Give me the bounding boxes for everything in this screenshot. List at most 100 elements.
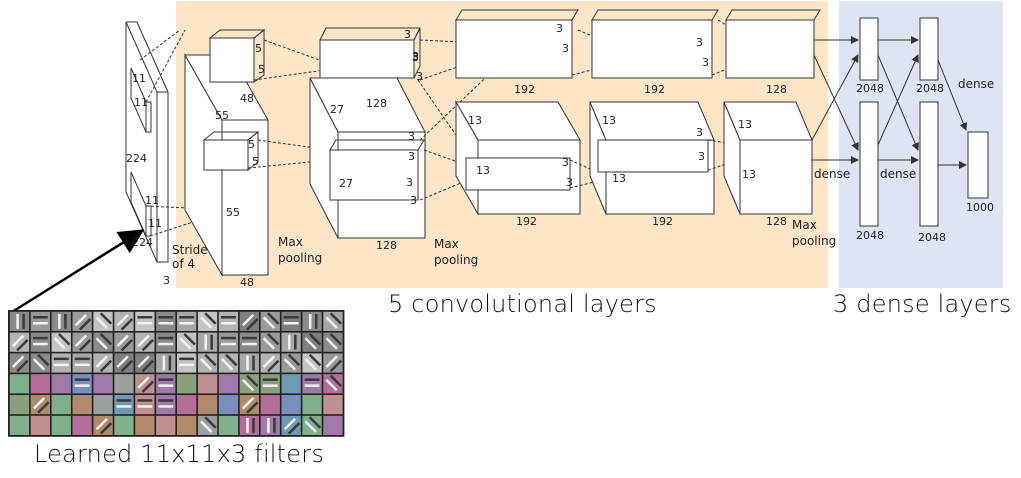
- d1-2048a: 2048: [856, 82, 884, 95]
- filter-tile: [239, 395, 259, 415]
- stride-label: Stride: [172, 243, 208, 257]
- c2-3h: 3: [410, 194, 417, 207]
- dense-layer-1: [859, 17, 879, 227]
- conv4-volume: [589, 9, 719, 215]
- filter-tile: [323, 353, 343, 373]
- filter-tile: [114, 311, 134, 331]
- maxpool2-line1: Max: [434, 237, 459, 251]
- input-image-volume: [125, 21, 169, 263]
- filter-tile: [9, 395, 30, 415]
- filter-tile: [302, 311, 322, 331]
- filter-tile: [239, 332, 259, 352]
- d2-2048a: 2048: [916, 82, 944, 95]
- filter-tile: [135, 311, 155, 331]
- filter-tile: [72, 353, 92, 373]
- dense-label-b: dense: [880, 167, 916, 181]
- filter-tile: [260, 415, 280, 435]
- filter-tile: [93, 374, 113, 394]
- filter-tile: [156, 311, 176, 331]
- filter-tile: [218, 311, 239, 331]
- filter-tile: [260, 332, 280, 352]
- c1-5c: 5: [248, 138, 255, 151]
- c1-48b: 48: [240, 276, 254, 289]
- filter-tile: [51, 395, 71, 415]
- filter-tile: [30, 374, 50, 394]
- filter-tile: [260, 395, 280, 415]
- dense-label-c: dense: [958, 77, 994, 91]
- filter-tile: [302, 353, 322, 373]
- filter-tile: [323, 415, 343, 435]
- filter-tile: [72, 415, 92, 435]
- c4-13a: 13: [602, 114, 616, 127]
- filter-tile: [197, 353, 218, 373]
- stride-label-2: of 4: [172, 257, 195, 271]
- label-11a: 11: [132, 72, 146, 85]
- maxpool1-line1: Max: [278, 235, 303, 249]
- label-11b: 11: [134, 96, 148, 109]
- conv2-volume: [309, 27, 426, 239]
- c3-3d: 3: [566, 176, 573, 189]
- filter-tile: [30, 311, 50, 331]
- filter-tile: [135, 353, 155, 373]
- filter-tile: [156, 332, 176, 352]
- filter-tile: [30, 332, 50, 352]
- filter-tile: [114, 374, 134, 394]
- filter-tile: [302, 415, 322, 435]
- c4-3a: 3: [696, 36, 703, 49]
- filter-tile: [302, 374, 322, 394]
- filter-tile: [30, 353, 50, 373]
- c3-3c: 3: [562, 156, 569, 169]
- c2-3b: 3: [412, 50, 419, 63]
- filters-to-input-arrow: [11, 229, 145, 314]
- filter-tile: [260, 311, 280, 331]
- filter-tile: [281, 353, 301, 373]
- filter-tile: [114, 353, 134, 373]
- learned-filters-grid: [8, 310, 345, 437]
- filter-tile: [51, 311, 71, 331]
- filter-tile: [197, 332, 218, 352]
- c4-192a: 192: [644, 83, 665, 96]
- c2-3a: 3: [404, 28, 411, 41]
- c1-5b: 5: [258, 63, 265, 76]
- conv3-volume: [455, 9, 581, 216]
- filter-tile: [93, 415, 113, 435]
- c3-192b: 192: [516, 215, 537, 228]
- filter-tile: [114, 395, 134, 415]
- label-224-left: 224: [126, 152, 147, 165]
- dense-label-a: dense: [814, 167, 850, 181]
- filter-tile: [323, 395, 343, 415]
- filter-tile: [218, 353, 239, 373]
- output-layer: [967, 131, 989, 199]
- filter-tile: [281, 374, 301, 394]
- c3-13b: 13: [476, 164, 490, 177]
- dense-layer-2: [919, 17, 939, 227]
- filter-tile: [281, 395, 301, 415]
- filter-tile: [260, 374, 280, 394]
- maxpool3-line2: pooling: [792, 234, 836, 248]
- c2-128a: 128: [366, 97, 387, 110]
- label-11c: 11: [145, 194, 159, 207]
- filter-tile: [9, 332, 30, 352]
- filter-tile: [51, 353, 71, 373]
- filter-tile: [177, 332, 197, 352]
- filter-tile: [156, 353, 176, 373]
- filter-tile: [197, 311, 218, 331]
- filter-tile: [51, 374, 71, 394]
- conv5-volume: [723, 9, 821, 215]
- label-11d: 11: [148, 217, 162, 230]
- c2-3d: 3: [416, 70, 423, 83]
- filter-tile: [135, 415, 155, 435]
- filter-tile: [197, 374, 218, 394]
- filter-tile: [218, 415, 239, 435]
- filter-tile: [30, 415, 50, 435]
- filter-tile: [323, 311, 343, 331]
- filter-tile: [302, 395, 322, 415]
- filter-tile: [239, 311, 259, 331]
- maxpool3-line1: Max: [792, 218, 817, 232]
- c1-5d: 5: [252, 155, 259, 168]
- filter-tile: [218, 395, 239, 415]
- filter-tile: [260, 353, 280, 373]
- filter-tile: [114, 415, 134, 435]
- filter-tile: [93, 311, 113, 331]
- filter-tile: [72, 395, 92, 415]
